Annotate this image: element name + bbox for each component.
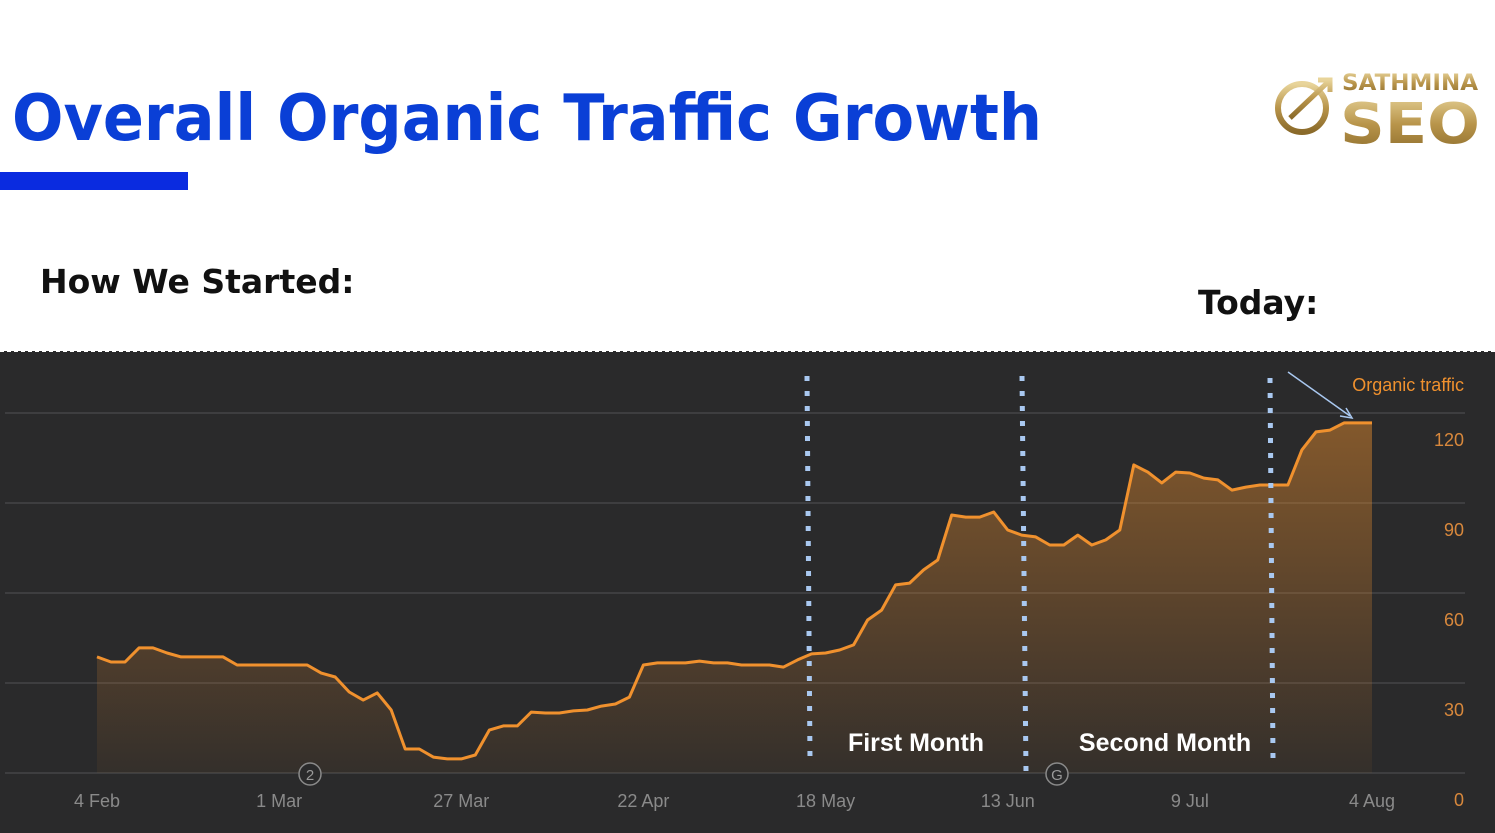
x-tick-label: 22 Apr: [617, 791, 669, 811]
divider: [1267, 377, 1276, 761]
x-tick-label: 13 Jun: [981, 791, 1035, 811]
y-tick-label: 120: [1434, 430, 1464, 450]
legend-label: Organic traffic: [1352, 375, 1464, 395]
logo-icon: [1275, 81, 1329, 135]
event-marker-label: 2: [306, 767, 314, 784]
event-marker: [1045, 762, 1069, 786]
y-tick-label: 30: [1444, 700, 1464, 720]
pointer-arrow: [1287, 371, 1354, 420]
area-fill: [97, 422, 1372, 773]
title-underline: [0, 172, 188, 190]
right-label: Today:: [1198, 283, 1318, 322]
period-dividers: [804, 375, 1276, 773]
x-tick-label: 18 May: [796, 791, 855, 811]
divider: [1019, 375, 1029, 773]
x-tick-label: 27 Mar: [433, 791, 489, 811]
annotation: Second Month: [1079, 729, 1251, 757]
plot: 0 30 60 90 120 4 Feb 1 Mar 27 Mar 22 Apr 18 May 13…: [5, 375, 1465, 811]
y-tick-label: 0: [1454, 790, 1464, 810]
left-label: How We Started:: [40, 262, 354, 301]
logo-arrow: [1288, 77, 1333, 120]
x-tick-label: 9 Jul: [1171, 791, 1209, 811]
divider: [804, 375, 813, 761]
traffic-line: [96, 421, 1372, 761]
annotation: First Month: [848, 729, 984, 757]
slide-title: Overall Organic Traffic Growth: [12, 82, 1042, 156]
logo-top: SATHMINA: [1342, 71, 1478, 96]
x-tick-label: 4 Feb: [74, 791, 120, 811]
logo: SATHMINA SEO: [1275, 71, 1480, 157]
x-tick-label: 4 Aug: [1349, 791, 1395, 811]
y-tick-label: 90: [1444, 520, 1464, 540]
x-tick-label: 1 Mar: [256, 791, 302, 811]
y-tick-label: 60: [1444, 610, 1464, 630]
logo-bottom: SEO: [1340, 92, 1480, 157]
event-marker: [298, 762, 322, 786]
event-marker-label: G: [1051, 767, 1063, 784]
